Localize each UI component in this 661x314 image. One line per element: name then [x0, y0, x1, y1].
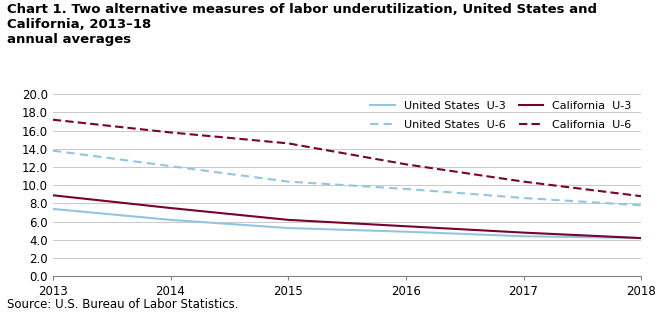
- California  U-3: [402, 224, 410, 228]
- California  U-6: [520, 180, 527, 183]
- Line: United States  U-6: United States U-6: [53, 151, 641, 205]
- Text: Source: U.S. Bureau of Labor Statistics.: Source: U.S. Bureau of Labor Statistics.: [7, 298, 238, 311]
- United States  U-6: [49, 149, 57, 153]
- California  U-3: [637, 236, 645, 240]
- California  U-6: [49, 118, 57, 122]
- California  U-6: [167, 131, 175, 134]
- United States  U-6: [167, 164, 175, 168]
- California  U-3: [49, 193, 57, 197]
- Line: California  U-6: California U-6: [53, 120, 641, 196]
- United States  U-3: [402, 230, 410, 234]
- California  U-6: [637, 194, 645, 198]
- United States  U-3: [284, 226, 292, 230]
- Text: Chart 1. Two alternative measures of labor underutilization, United States and C: Chart 1. Two alternative measures of lab…: [7, 3, 597, 46]
- United States  U-3: [49, 207, 57, 211]
- United States  U-6: [637, 203, 645, 207]
- California  U-6: [402, 162, 410, 166]
- Line: United States  U-3: United States U-3: [53, 209, 641, 238]
- Line: California  U-3: California U-3: [53, 195, 641, 238]
- United States  U-6: [284, 180, 292, 183]
- Legend: United States  U-3, United States  U-6, California  U-3, California  U-6: United States U-3, United States U-6, Ca…: [366, 96, 636, 134]
- United States  U-6: [520, 196, 527, 200]
- United States  U-6: [402, 187, 410, 191]
- California  U-6: [284, 142, 292, 145]
- California  U-3: [284, 218, 292, 222]
- California  U-3: [167, 206, 175, 210]
- United States  U-3: [167, 218, 175, 222]
- California  U-3: [520, 231, 527, 235]
- United States  U-3: [520, 234, 527, 238]
- United States  U-3: [637, 236, 645, 240]
